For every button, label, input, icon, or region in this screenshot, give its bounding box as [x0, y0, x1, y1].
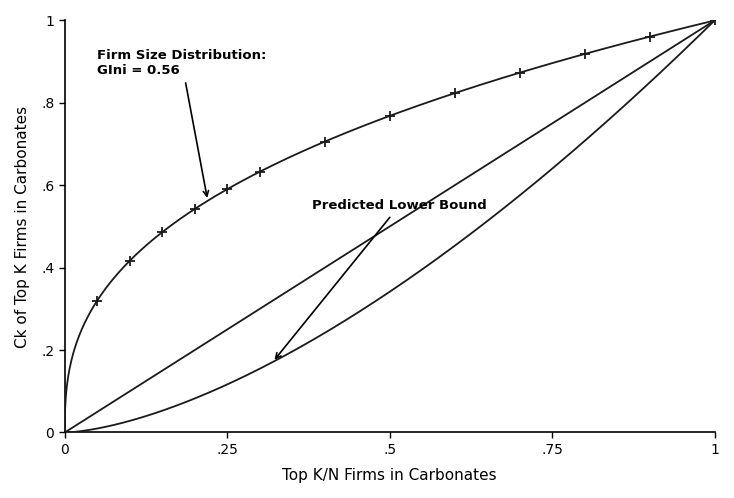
- Text: Firm Size Distribution:
GIni = 0.56: Firm Size Distribution: GIni = 0.56: [98, 49, 266, 196]
- Y-axis label: Ck of Top K Firms in Carbonates: Ck of Top K Firms in Carbonates: [15, 106, 30, 348]
- X-axis label: Top K/N Firms in Carbonates: Top K/N Firms in Carbonates: [283, 468, 497, 483]
- Text: Predicted Lower Bound: Predicted Lower Bound: [276, 199, 487, 359]
